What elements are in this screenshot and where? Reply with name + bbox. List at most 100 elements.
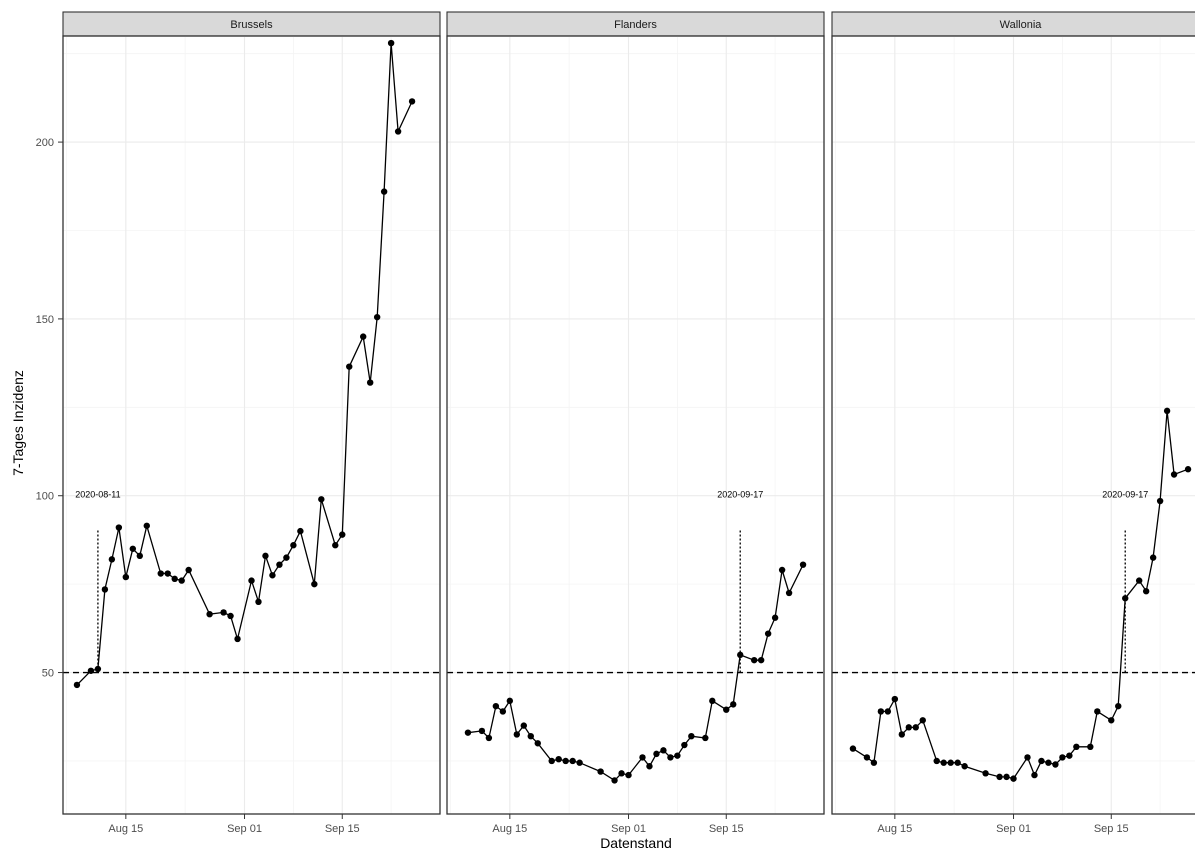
data-point: [506, 697, 514, 705]
data-point: [262, 552, 269, 560]
data-point: [1073, 743, 1080, 751]
data-point: [597, 768, 604, 775]
data-point: [283, 554, 290, 561]
data-point: [178, 577, 185, 584]
facet-strip: [62, 11, 441, 37]
data-point: [569, 757, 576, 765]
data-point: [898, 731, 906, 738]
data-point: [548, 757, 555, 765]
data-point: [346, 363, 353, 370]
data-point: [562, 757, 569, 765]
data-point: [520, 722, 527, 729]
data-point: [1156, 497, 1164, 505]
data-point: [255, 598, 262, 606]
data-point: [576, 759, 583, 766]
data-point: [339, 531, 346, 538]
data-point: [1059, 754, 1066, 761]
data-point: [220, 609, 227, 616]
data-point: [311, 580, 318, 588]
facet-panel-wallonia: Wallonia 2020-09-17 Aug 15 Sep 01 Sep 15: [831, 11, 1195, 835]
data-point: [115, 524, 123, 531]
panel-border: [831, 35, 1195, 815]
y-axis: 50 100 150 200: [36, 137, 63, 680]
data-point: [234, 635, 241, 643]
data-point: [227, 612, 234, 620]
series-line: [852, 410, 1189, 780]
data-point: [387, 39, 395, 47]
x-tick-label: Sep 01: [227, 823, 262, 835]
facet-panel-flanders: Flanders 2020-09-17 Aug 15 Sep 01 Sep 15: [446, 11, 825, 835]
data-point: [534, 740, 541, 747]
data-point: [1115, 702, 1122, 710]
data-point: [478, 727, 486, 735]
data-point: [730, 701, 737, 708]
data-point: [1122, 595, 1129, 602]
data-point: [143, 522, 150, 529]
data-point: [912, 724, 919, 731]
panel-border: [446, 35, 825, 815]
data-point: [905, 724, 912, 731]
data-point: [954, 759, 961, 766]
data-point: [799, 561, 807, 568]
facet-strip: [446, 11, 825, 37]
data-point: [527, 733, 534, 740]
facet-panel-brussels: Brussels 2020-08-11 Aug 15 Sep 01 Sep 15: [62, 11, 441, 835]
data-point: [269, 572, 276, 579]
data-point: [947, 759, 954, 766]
y-axis-title: 7-Tages Inzidenz: [10, 370, 26, 476]
data-point: [1052, 761, 1059, 768]
data-point: [555, 755, 562, 763]
x-tick-label: Aug 15: [492, 823, 527, 835]
y-tick-label: 200: [36, 137, 54, 149]
data-point: [961, 763, 968, 770]
data-point: [1135, 577, 1143, 584]
y-tick-label: 50: [42, 668, 54, 680]
data-point: [639, 754, 646, 761]
data-point: [1031, 771, 1038, 779]
data-point: [1045, 759, 1052, 766]
data-point: [737, 651, 744, 659]
data-point: [366, 379, 374, 386]
x-tick-label: Aug 15: [108, 823, 143, 835]
data-point: [332, 542, 339, 549]
data-point: [164, 570, 171, 577]
data-point: [206, 610, 213, 618]
data-point: [1038, 757, 1045, 765]
data-point: [611, 777, 618, 784]
data-point: [750, 656, 758, 664]
data-point: [1087, 743, 1094, 751]
x-axis-title: Datenstand: [600, 835, 672, 850]
data-point: [157, 570, 164, 577]
data-point: [1184, 466, 1192, 473]
data-point: [1108, 717, 1115, 724]
data-point: [360, 333, 367, 340]
data-point: [877, 708, 885, 715]
data-point: [625, 771, 632, 779]
data-point: [653, 750, 660, 758]
data-point: [660, 747, 667, 754]
data-point: [290, 542, 297, 549]
data-point: [1170, 471, 1178, 478]
data-point: [757, 656, 765, 664]
marker-label: 2020-09-17: [717, 489, 763, 499]
facet-strip-label: Flanders: [614, 19, 657, 31]
data-point: [318, 496, 325, 503]
y-tick-label: 100: [36, 491, 54, 503]
panel-border: [62, 35, 441, 815]
data-point: [723, 706, 730, 713]
y-tick-label: 150: [36, 314, 54, 326]
data-point: [709, 697, 716, 705]
data-point: [373, 313, 381, 321]
data-point: [891, 695, 899, 703]
data-point: [919, 717, 926, 724]
data-point: [1094, 708, 1101, 715]
data-point: [618, 770, 625, 777]
data-point: [129, 545, 137, 552]
data-point: [394, 128, 402, 135]
data-point: [863, 754, 871, 761]
data-point: [849, 745, 857, 752]
data-point: [73, 681, 81, 689]
data-point: [884, 708, 892, 715]
data-point: [408, 98, 416, 105]
data-point: [171, 575, 178, 583]
